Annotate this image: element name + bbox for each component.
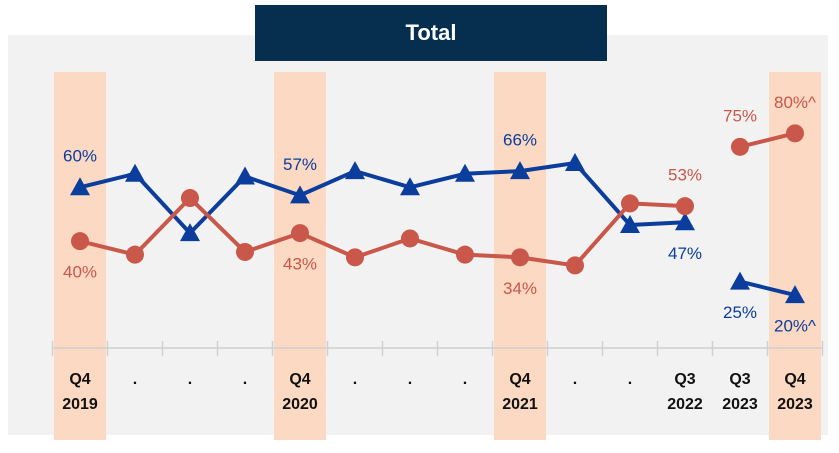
- marker: [345, 161, 365, 180]
- marker: [786, 124, 804, 143]
- marker: [785, 285, 805, 304]
- x-tick-label: Q4 2020: [282, 371, 318, 413]
- x-tick-label: .: [352, 371, 358, 388]
- value-label: 66%: [503, 131, 537, 150]
- highlight-band: [54, 72, 106, 440]
- marker: [401, 229, 419, 248]
- marker: [566, 256, 584, 275]
- x-tick-label: Q4 2021: [502, 371, 538, 413]
- marker: [70, 177, 90, 196]
- marker: [511, 248, 529, 267]
- x-tick-label: .: [242, 371, 248, 388]
- marker: [456, 245, 474, 264]
- marker: [730, 271, 750, 290]
- x-tick-label: .: [462, 371, 468, 388]
- marker: [565, 153, 585, 171]
- marker: [236, 242, 254, 261]
- value-label: 75%: [723, 106, 757, 125]
- value-label: 40%: [63, 263, 97, 282]
- value-label: 57%: [283, 155, 317, 174]
- marker: [291, 224, 309, 243]
- marker: [675, 212, 695, 231]
- value-label: 20%^: [774, 317, 816, 336]
- marker: [676, 197, 694, 216]
- value-label: 60%: [63, 147, 97, 166]
- marker: [181, 189, 199, 208]
- marker: [125, 163, 145, 182]
- marker: [346, 248, 364, 267]
- marker: [510, 161, 530, 180]
- marker: [400, 177, 420, 196]
- x-tick-label: .: [572, 371, 578, 388]
- value-label: 34%: [503, 279, 537, 298]
- highlight-band: [274, 72, 326, 440]
- marker: [455, 163, 475, 182]
- marker: [290, 185, 310, 204]
- x-tick-label: .: [132, 371, 138, 388]
- series-line: [79, 195, 686, 268]
- marker: [126, 245, 144, 264]
- chart-title: Total: [255, 5, 607, 61]
- marker: [71, 232, 89, 251]
- series-line: [79, 160, 686, 236]
- value-label: 25%: [723, 303, 757, 322]
- x-tick-label: Q3 2023: [722, 371, 758, 413]
- value-label: 80%^: [774, 93, 816, 112]
- marker: [180, 223, 200, 242]
- marker: [235, 166, 255, 185]
- x-tick-label: .: [407, 371, 413, 388]
- x-tick-label: .: [187, 371, 193, 388]
- x-tick-label: .: [627, 371, 633, 388]
- x-tick-label: Q4 2019: [62, 371, 98, 413]
- value-label: 53%: [668, 166, 702, 185]
- value-label: 43%: [283, 255, 317, 274]
- series-line: [739, 131, 796, 149]
- marker: [621, 194, 639, 213]
- marker: [731, 137, 749, 156]
- series-line: [739, 279, 796, 298]
- x-tick-label: Q3 2022: [667, 371, 703, 413]
- marker: [620, 215, 640, 233]
- x-tick-label: Q4 2023: [777, 371, 813, 413]
- value-label: 47%: [668, 244, 702, 263]
